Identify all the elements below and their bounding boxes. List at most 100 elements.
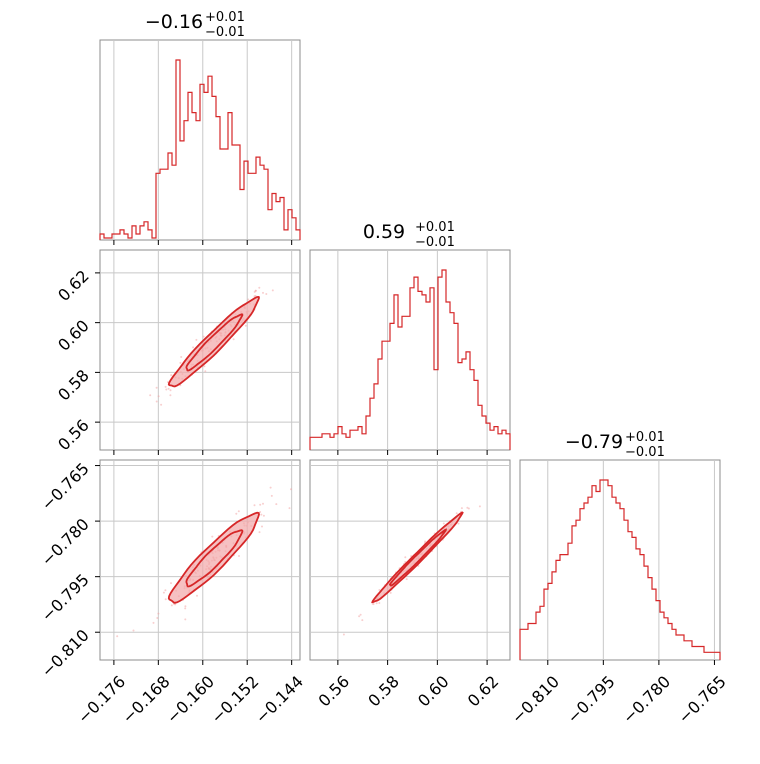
- sample-point: [155, 386, 158, 389]
- sample-point: [389, 591, 392, 594]
- title-plus: +0.01: [625, 430, 665, 445]
- title-minus: −0.01: [415, 235, 455, 250]
- sample-point: [424, 540, 427, 543]
- sample-point: [275, 503, 278, 506]
- x-tick-label: −0.176: [74, 672, 129, 727]
- sample-point: [184, 605, 187, 608]
- title-plus: +0.01: [205, 10, 245, 25]
- sample-point: [269, 486, 272, 489]
- sample-point: [184, 618, 187, 621]
- x-tick-label: −0.160: [163, 672, 218, 727]
- sample-point: [169, 394, 172, 397]
- sample-point: [195, 338, 198, 341]
- title-minus: −0.01: [205, 25, 245, 40]
- sample-point: [184, 607, 187, 610]
- title-value: −0.79: [565, 431, 623, 453]
- x-tick-label: 0.56: [315, 672, 354, 711]
- sample-point: [204, 370, 207, 373]
- sample-point: [361, 619, 364, 622]
- sample-point: [132, 629, 135, 632]
- x-tick-label: −0.795: [563, 672, 618, 727]
- sample-point: [253, 295, 256, 298]
- sample-point: [211, 535, 214, 538]
- x-tick-label: 0.58: [364, 672, 403, 711]
- sample-point: [170, 582, 172, 585]
- sample-point: [169, 389, 172, 392]
- panel-frame: [99, 459, 301, 661]
- y-tick-label: 0.58: [54, 366, 93, 405]
- sample-point: [262, 514, 265, 517]
- panel-frame: [309, 249, 511, 451]
- y-tick-label: 0.62: [54, 266, 93, 305]
- histogram-panel-1: −0.16 +0.01−0.01: [99, 10, 301, 245]
- x-tick-label: −0.810: [508, 672, 563, 727]
- sample-point: [258, 531, 261, 534]
- histogram-panel-2: 0.59 +0.01−0.01: [309, 220, 511, 455]
- sample-point: [162, 591, 165, 594]
- sample-point: [170, 374, 173, 377]
- sample-point: [359, 613, 362, 616]
- y-tick-label: −0.780: [38, 515, 93, 570]
- sample-point: [165, 388, 168, 391]
- sample-point: [358, 615, 361, 618]
- x-tick-label: −0.144: [252, 672, 307, 727]
- sample-point: [265, 293, 268, 295]
- sample-point: [259, 503, 262, 506]
- histogram-1: [99, 59, 301, 240]
- density-contour: [185, 313, 244, 372]
- sample-point: [164, 598, 167, 601]
- sample-point: [170, 604, 173, 607]
- sample-point: [259, 511, 262, 513]
- density-contour: [388, 528, 447, 587]
- x-tick-label: 0.60: [414, 672, 453, 711]
- sample-point: [167, 387, 170, 390]
- sample-point: [196, 594, 198, 597]
- title-plus: +0.01: [415, 220, 455, 235]
- scatter-panel-3-1: [95, 459, 301, 665]
- sample-point: [149, 394, 152, 397]
- sample-point: [202, 335, 205, 338]
- sample-point: [262, 502, 264, 505]
- sample-point: [157, 395, 160, 398]
- sample-point: [253, 504, 256, 507]
- y-tick-label: −0.810: [38, 626, 93, 681]
- sample-point: [457, 522, 460, 525]
- y-tick-label: −0.765: [38, 459, 93, 514]
- sample-point: [237, 510, 240, 513]
- x-tick-label: −0.152: [207, 672, 262, 727]
- sample-point: [342, 633, 345, 636]
- x-tick-label: 0.62: [464, 672, 503, 711]
- sample-point: [258, 286, 261, 289]
- sample-point: [235, 512, 238, 515]
- sample-point: [260, 513, 263, 516]
- sample-point: [164, 589, 167, 592]
- sample-point: [271, 289, 274, 292]
- sample-point: [157, 612, 160, 615]
- sample-point: [156, 617, 159, 619]
- sample-point: [405, 578, 408, 581]
- x-tick-label: −0.765: [674, 672, 729, 727]
- sample-point: [262, 291, 264, 294]
- y-tick-label: −0.795: [38, 570, 93, 625]
- sample-point: [152, 621, 155, 624]
- sample-point: [164, 385, 167, 388]
- scatter-panel-3-2: [309, 459, 511, 665]
- density-contour: [185, 529, 244, 588]
- title-minus: −0.01: [625, 445, 665, 460]
- panel-frame: [99, 249, 301, 451]
- panel-frame: [519, 459, 721, 661]
- sample-point: [155, 400, 158, 403]
- sample-point: [466, 506, 469, 509]
- density-contour: [371, 511, 464, 603]
- density-contour: [167, 295, 260, 388]
- title-value: 0.59: [363, 221, 405, 243]
- sample-point: [290, 488, 292, 491]
- sample-point: [254, 289, 257, 292]
- histogram-panel-3: −0.79 +0.01−0.01: [519, 430, 721, 665]
- panel-frame: [309, 459, 511, 661]
- sample-point: [460, 507, 463, 510]
- sample-point: [288, 507, 291, 510]
- sample-point: [478, 505, 481, 508]
- y-tick-label: 0.56: [54, 416, 93, 455]
